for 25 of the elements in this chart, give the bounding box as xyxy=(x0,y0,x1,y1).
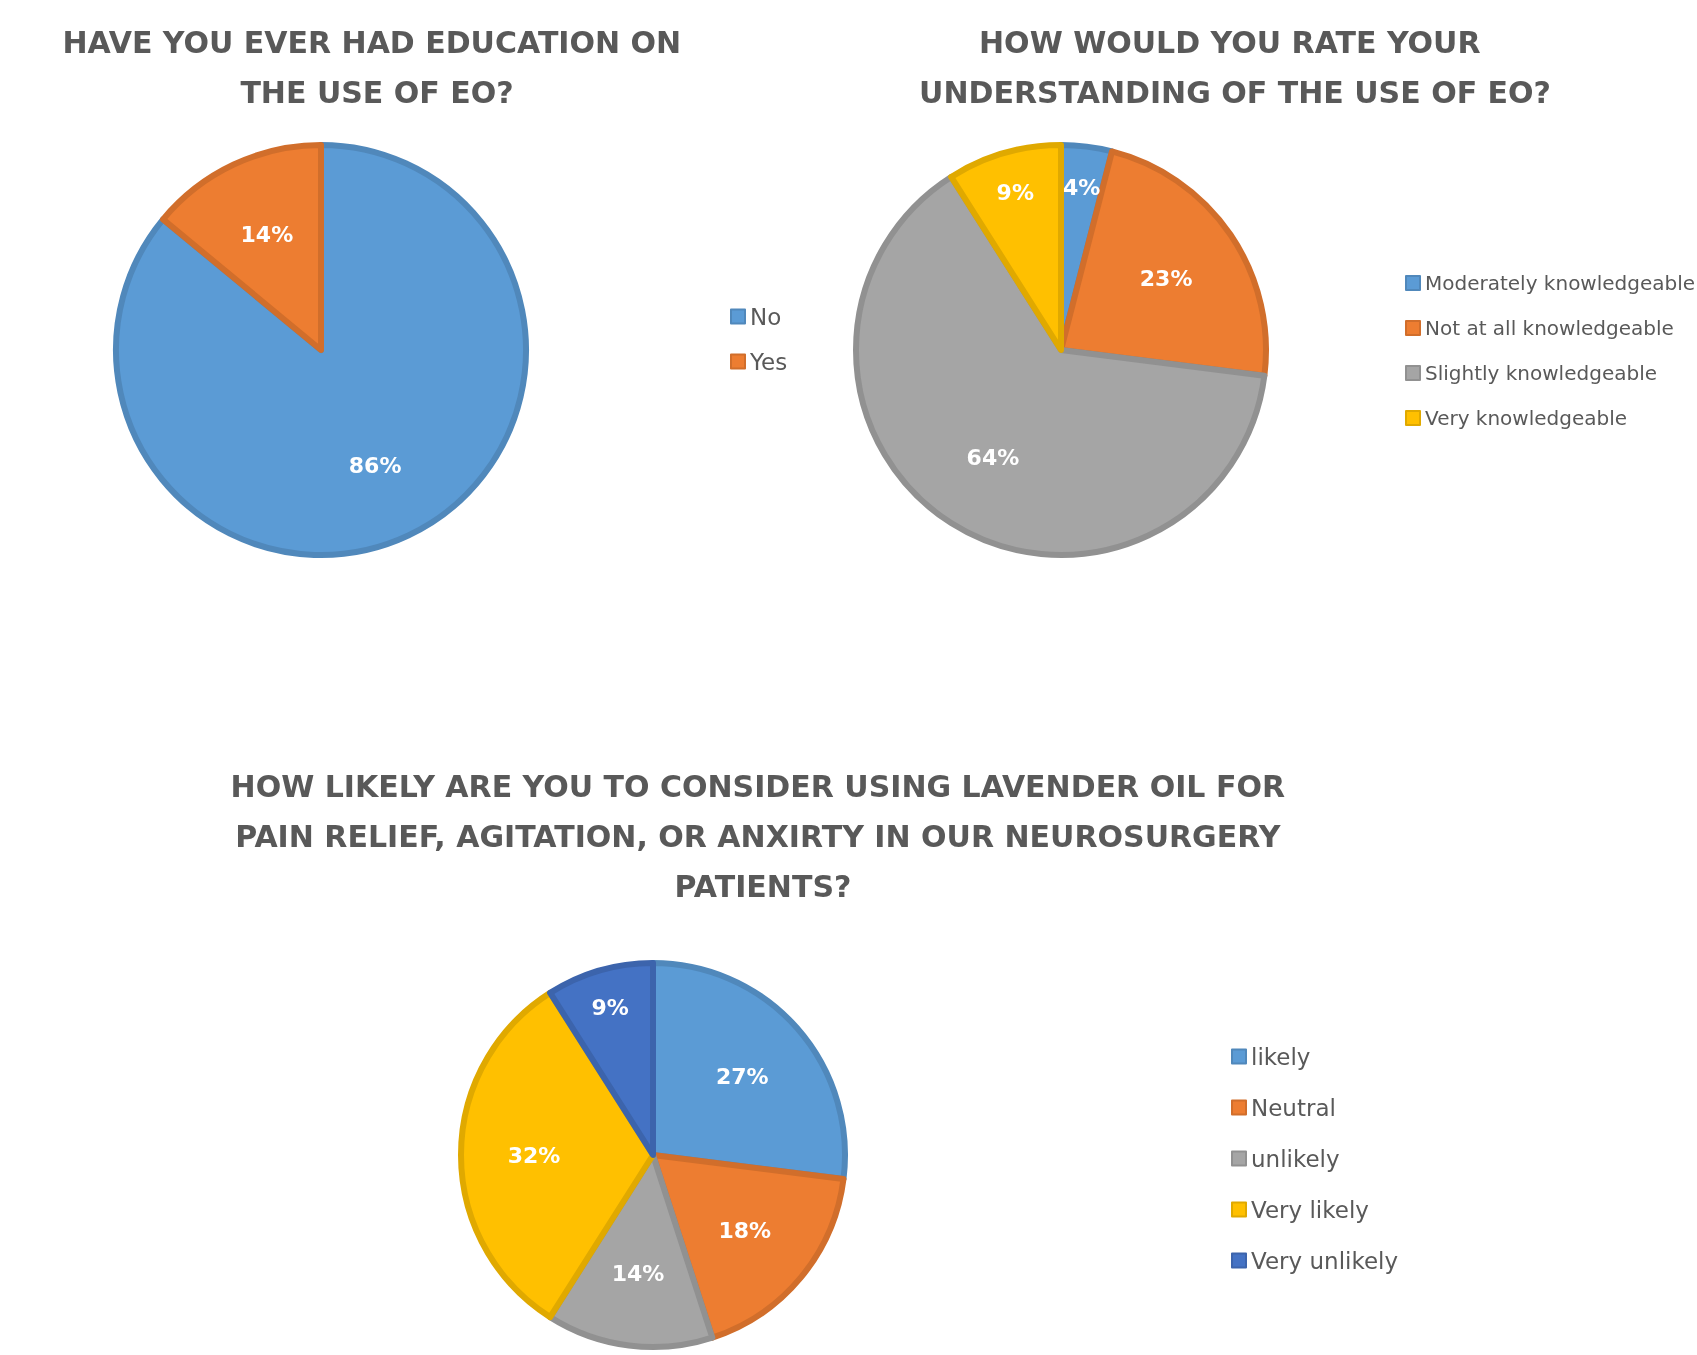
data-label: 18% xyxy=(718,1218,772,1244)
chart-title: HOW WOULD YOU RATE YOUR UNDERSTANDING OF THE USE OF EO? xyxy=(919,24,1551,110)
legend-label: Very knowledgeable xyxy=(1425,406,1628,430)
legend-label: unlikely xyxy=(1251,1145,1340,1172)
chart-title: HAVE YOU EVER HAD EDUCATION ON THE USE OF EO? xyxy=(62,24,692,110)
legend-label: Moderately knowledgeable xyxy=(1425,271,1696,295)
data-label: 27% xyxy=(715,1063,769,1089)
legend-label: Slightly knowledgeable xyxy=(1425,361,1657,385)
chart-title: HOW LIKELY ARE YOU TO CONSIDER USING LAVENDER OIL FOR PAIN RELIEF, AGITATION, OR ANXIRTY IN OUR NEUROSURGERY PATIENTS? xyxy=(230,768,1296,904)
legend-label: Neutral xyxy=(1251,1094,1336,1121)
legend-label: Yes xyxy=(749,348,788,375)
legend-label: Not at all knowledgeable xyxy=(1425,316,1674,340)
data-label: 14% xyxy=(240,222,294,248)
legend-label: likely xyxy=(1251,1043,1311,1070)
data-label: 32% xyxy=(507,1142,561,1168)
legend-label: Very unlikely xyxy=(1251,1247,1399,1274)
data-label: 9% xyxy=(591,995,629,1020)
data-label: 86% xyxy=(348,452,402,478)
data-label: 14% xyxy=(611,1260,665,1286)
data-label: 9% xyxy=(996,180,1034,206)
legend-label: Very likely xyxy=(1251,1196,1369,1223)
data-label: 23% xyxy=(1139,266,1193,292)
legend-label: No xyxy=(750,303,782,330)
data-label: 4% xyxy=(1062,174,1101,200)
data-label: 64% xyxy=(966,444,1020,470)
